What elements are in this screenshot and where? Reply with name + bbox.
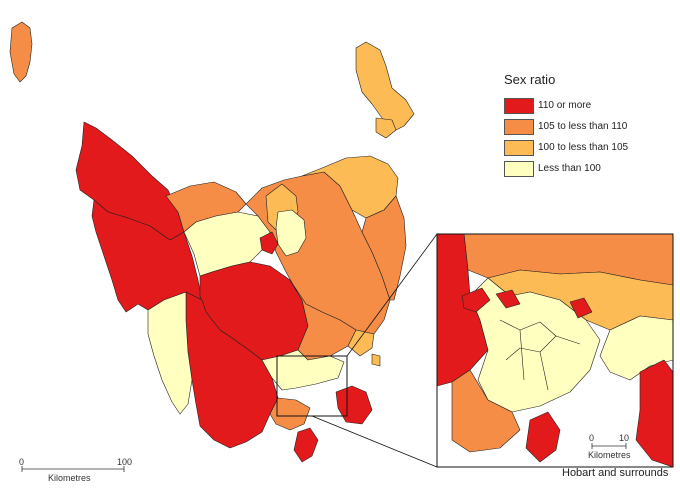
main-scale-start: 0 (19, 457, 24, 467)
legend-item: 105 to less than 110 (504, 116, 674, 137)
inset-region-east-light[interactable] (599, 315, 673, 381)
legend-items: 110 or more 105 to less than 110 100 to le… (504, 95, 674, 179)
legend-label: Less than 100 (538, 163, 601, 174)
region-king-island[interactable] (9, 21, 33, 83)
region-south-west[interactable] (185, 291, 279, 449)
region-derwent[interactable] (261, 349, 345, 391)
inset-map (436, 233, 674, 468)
region-flinders-island[interactable] (355, 41, 415, 133)
region-cape-barren[interactable] (375, 117, 397, 139)
legend: Sex ratio 110 or more 105 to less than 11… (504, 72, 674, 179)
legend-label: 100 to less than 105 (538, 142, 629, 153)
region-launceston-red[interactable] (259, 231, 279, 255)
region-port-davey[interactable] (147, 291, 193, 415)
legend-item: Less than 100 (504, 158, 674, 179)
legend-swatch (504, 139, 534, 156)
legend-title: Sex ratio (504, 72, 556, 87)
inset-region-small-red-c[interactable] (569, 297, 593, 319)
main-scale-unit: Kilometres (48, 473, 91, 483)
legend-swatch (504, 118, 534, 135)
legend-label: 110 or more (538, 100, 592, 111)
inset-region-small-red-a[interactable] (461, 287, 491, 313)
inset-locator (276, 233, 438, 468)
main-scale-end: 100 (117, 457, 132, 467)
region-break-oday[interactable] (361, 195, 407, 301)
region-midlands[interactable] (289, 279, 357, 361)
legend-swatch (504, 97, 534, 114)
main-scale-bar: 0 100 Kilometres (19, 457, 132, 483)
region-channel[interactable] (269, 397, 311, 431)
inset-scale-start: 0 (589, 433, 594, 443)
region-tasman[interactable] (335, 385, 373, 425)
inset-scale-end: 10 (619, 433, 629, 443)
inset-region-south-orange[interactable] (451, 369, 521, 453)
inset-caption: Hobart and surrounds (562, 467, 669, 479)
legend-item: 110 or more (504, 95, 674, 116)
legend-label: 105 to less than 110 (538, 121, 628, 132)
inset-region-small-red-b[interactable] (495, 289, 521, 309)
region-launceston[interactable] (275, 209, 307, 257)
region-bruny[interactable] (293, 427, 319, 463)
inset-region-centre-light[interactable] (469, 277, 601, 413)
inset-region-bruny-red[interactable] (525, 411, 561, 463)
region-maria[interactable] (371, 353, 381, 367)
legend-item: 100 to less than 105 (504, 137, 674, 158)
region-east-coast[interactable] (347, 329, 375, 357)
inset-scale-bar: 0 10 Kilometres (588, 433, 631, 460)
legend-swatch (504, 160, 534, 177)
inset-region-tasman-red[interactable] (635, 359, 673, 467)
inset-scale-unit: Kilometres (588, 450, 631, 460)
